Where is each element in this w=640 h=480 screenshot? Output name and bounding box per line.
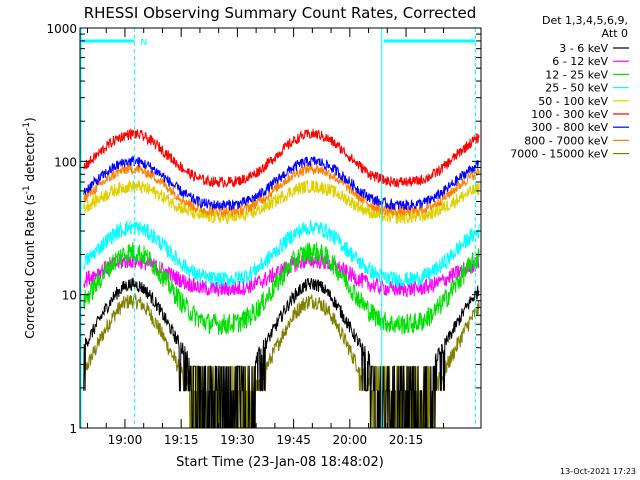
- y-axis-label: Corrected Count Rate (s-1 detector-1): [22, 117, 37, 338]
- y-tick-label: 1: [69, 422, 77, 436]
- legend-entry-label: 25 - 50 keV: [545, 82, 608, 95]
- series-line-6: [83, 155, 480, 211]
- legend-entry-label: 100 - 300 keV: [531, 108, 608, 121]
- series-line-7: [83, 163, 480, 219]
- legend-entry-label: 300 - 800 keV: [531, 121, 608, 134]
- legend-header-attenuator: Att 0: [602, 27, 628, 40]
- y-tick-label: 1000: [46, 22, 77, 36]
- orbit-markers: N: [80, 28, 476, 428]
- legend-entry-label: 12 - 25 keV: [545, 68, 608, 81]
- series-line-5: [83, 127, 480, 189]
- x-tick-label: 19:30: [220, 433, 255, 447]
- chart-title: RHESSI Observing Summary Count Rates, Co…: [84, 4, 477, 22]
- x-axis: 19:00 19:15 19:30 19:45 20:00 20:15: [86, 28, 482, 447]
- y-tick-label: 10: [62, 289, 77, 303]
- night-flag-label: N: [140, 38, 147, 48]
- y-label-main: Corrected Count Rate (s: [23, 194, 37, 338]
- y-tick-label: 100: [54, 155, 77, 169]
- series-layer: [83, 127, 480, 428]
- x-tick-label: 20:15: [389, 433, 424, 447]
- series-line-2: [83, 242, 480, 336]
- legend-entry-label: 50 - 100 keV: [538, 95, 608, 108]
- x-tick-label: 20:00: [333, 433, 368, 447]
- y-label-mid: detector: [23, 131, 37, 186]
- y-label-end: ): [23, 117, 37, 122]
- series-line-4: [83, 180, 480, 225]
- x-axis-label: Start Time (23-Jan-08 18:48:02): [176, 455, 384, 470]
- x-tick-label: 19:45: [276, 433, 311, 447]
- y-label-sup2: -1: [22, 122, 32, 131]
- legend-header-detectors: Det 1,3,4,5,6,9,: [542, 14, 628, 27]
- plot-frame: [79, 27, 482, 429]
- legend-entry-label: 7000 - 15000 keV: [510, 148, 608, 161]
- x-tick-label: 19:00: [108, 433, 143, 447]
- legend-entry-label: 800 - 7000 keV: [524, 134, 608, 147]
- y-label-sup1: -1: [22, 185, 32, 194]
- legend-entry-label: 3 - 6 keV: [559, 42, 608, 55]
- legend-entry-label: 6 - 12 keV: [552, 55, 608, 68]
- series-line-3: [83, 219, 480, 289]
- series-line-0: [83, 277, 480, 428]
- y-axis: 1 10 100 1000: [46, 22, 481, 436]
- timestamp: 13-Oct-2021 17:23: [560, 467, 636, 476]
- x-tick-label: 19:15: [164, 433, 199, 447]
